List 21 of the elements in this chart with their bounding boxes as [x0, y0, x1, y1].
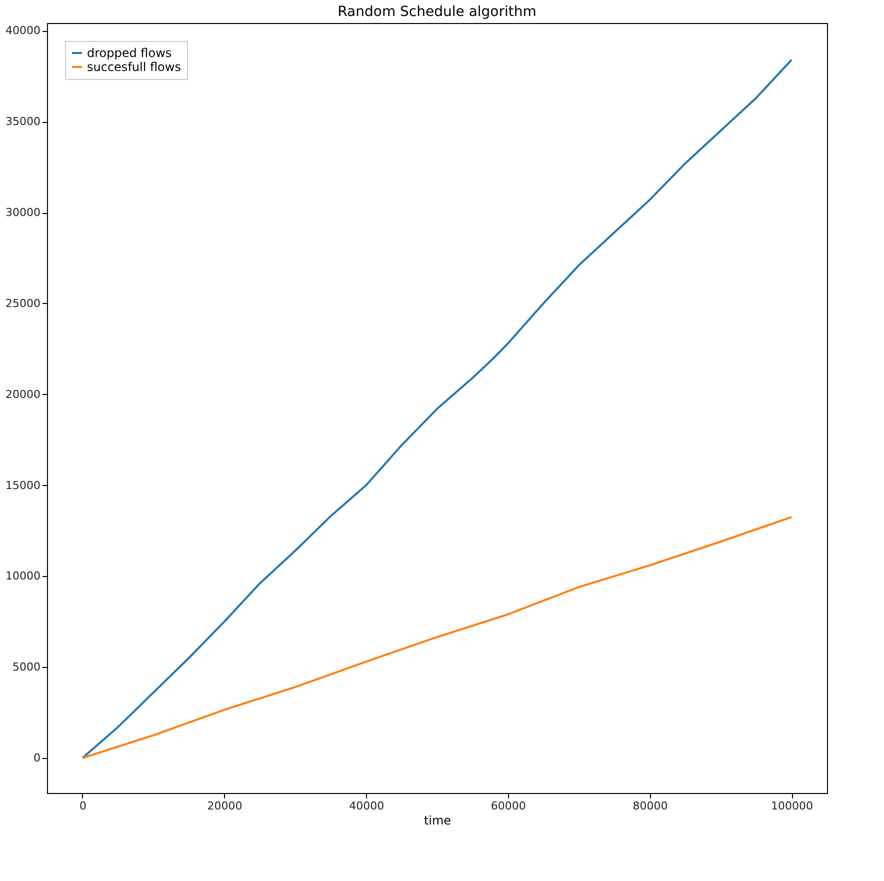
y-tick-label: 15000 — [6, 478, 40, 492]
x-tick-label: 80000 — [632, 800, 668, 812]
x-tick-label: 100000 — [771, 800, 814, 812]
x-tick-label: 0 — [79, 800, 86, 812]
line-series — [81, 58, 793, 759]
legend-label: dropped flows — [87, 46, 172, 60]
legend-label: succesfull flows — [87, 60, 181, 74]
y-tick-label: 25000 — [6, 296, 40, 310]
y-tick-label: 35000 — [6, 115, 40, 128]
x-axis-title: time — [424, 814, 452, 828]
y-tick-label: 40000 — [6, 24, 40, 38]
y-tick-label: 10000 — [6, 570, 40, 583]
x-tick-label: 20000 — [207, 800, 242, 812]
x-tick-label: 60000 — [490, 800, 526, 812]
y-tick-label: 30000 — [6, 206, 40, 220]
y-tick-label: 5000 — [12, 660, 40, 674]
line-series — [81, 516, 793, 759]
y-tick-label: 0 — [34, 752, 40, 764]
y-tick-label: 20000 — [6, 388, 40, 401]
chart-title: Random Schedule algorithm — [338, 4, 536, 20]
x-tick-label: 40000 — [349, 800, 384, 812]
